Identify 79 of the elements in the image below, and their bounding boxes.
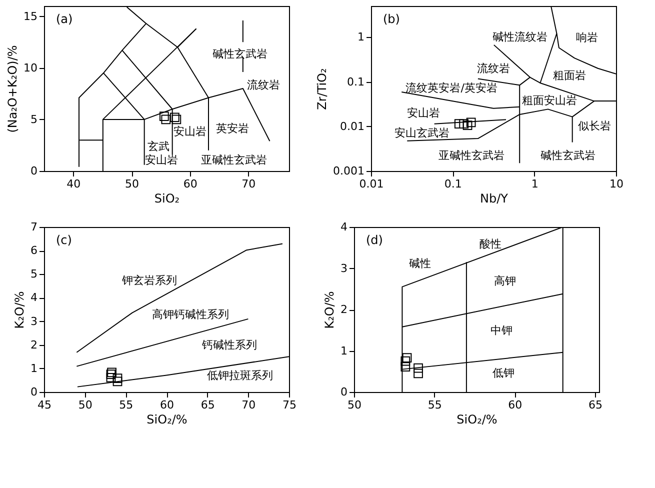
annotation: 钾玄岩系列 (120, 274, 177, 287)
y-tick-label: 15 (24, 10, 38, 23)
annotation: 安山岩 (406, 106, 440, 120)
y-tick-label: 2 (340, 303, 348, 316)
y-tick-label: 0.1 (347, 75, 364, 88)
x-tick-label: 50 (125, 178, 139, 190)
x-tick-label: 40 (66, 178, 81, 190)
text: (a) (56, 12, 73, 26)
x-tick-label: 0.01 (359, 178, 384, 190)
x-tick-label: 10 (610, 178, 624, 190)
x-tick-label: 60 (508, 398, 522, 412)
annotation: 流纹岩 (477, 62, 510, 75)
annotation: 低钾 (492, 366, 514, 380)
annotation: 亚碱性玄武岩 (201, 154, 268, 167)
text: (d) (366, 233, 383, 247)
y-tick-label: 10 (24, 61, 38, 74)
annotation: 碱性 (408, 257, 431, 270)
y-tick-label: 1 (340, 344, 348, 358)
annotation: 安山岩 (173, 124, 206, 138)
annotation: 碱性玄武岩 (212, 48, 268, 61)
y-axis-title: K₂O/% (322, 291, 336, 329)
annotation: 粗面岩 (552, 68, 586, 82)
annotation: 流纹英安岩/英安岩 (406, 82, 498, 95)
y-tick-label: 5 (30, 268, 38, 281)
y-tick-label: 1 (358, 30, 364, 44)
x-tick-label: 45 (38, 398, 52, 412)
annotation: 玄武 (147, 140, 170, 154)
annotation: 安山玄武岩 (394, 126, 450, 140)
x-tick-label: 50 (348, 398, 362, 412)
annotation: 酸性 (479, 237, 502, 250)
y-tick-label: 4 (30, 291, 38, 304)
x-tick-label: 65 (200, 398, 215, 412)
x-tick-label: 65 (588, 398, 602, 412)
x-tick-label: 60 (183, 178, 198, 190)
annotation: 碱性玄武岩 (540, 148, 596, 162)
x-axis-title: Nb/Y (480, 192, 509, 206)
annotation: 英安岩 (216, 122, 249, 135)
y-tick-label: 1 (30, 362, 38, 375)
y-tick-label: 0 (340, 386, 348, 398)
annotation: 高钾 (494, 274, 516, 288)
annotation: 安山岩 (144, 154, 178, 167)
x-tick-label: 1 (531, 178, 538, 190)
y-axis-title: (Na₂O+K₂O)/% (6, 45, 20, 133)
y-tick-label: 5 (30, 112, 38, 126)
annotation: 中钾 (490, 324, 513, 337)
y-tick-label: 0 (30, 164, 38, 178)
y-tick-label: 3 (30, 314, 38, 328)
x-axis-title: SiO₂ (154, 192, 180, 206)
annotation: 低钾拉斑系列 (207, 369, 273, 382)
y-tick-label: 7 (30, 220, 38, 234)
y-tick-label: 3 (340, 262, 348, 275)
x-tick-label: 55 (119, 398, 134, 412)
x-tick-label: 55 (428, 398, 442, 412)
annotation: 流纹岩 (246, 78, 280, 92)
x-axis-title: SiO₂/% (456, 412, 498, 426)
y-axis-title: K₂O/% (12, 291, 26, 329)
y-tick-label: 2 (30, 338, 38, 352)
y-axis-title: Zr/TiO₂ (315, 68, 330, 110)
x-tick-label: 60 (160, 398, 174, 412)
text: (b) (383, 12, 400, 26)
y-tick-label: 0.01 (340, 120, 364, 133)
text: (c) (56, 233, 72, 247)
annotation: 响岩 (576, 31, 598, 44)
x-tick-label: 70 (242, 178, 256, 190)
y-tick-label: 4 (340, 220, 348, 234)
x-tick-label: 0.1 (444, 178, 462, 190)
annotation: 亚碱性玄武岩 (438, 148, 505, 162)
annotation: 粗面安山岩 (522, 94, 578, 108)
x-axis-title: SiO₂/% (146, 412, 188, 426)
annotation: 钙碱性系列 (200, 338, 257, 352)
x-tick-label: 75 (282, 398, 296, 412)
y-tick-label: 6 (30, 244, 38, 258)
annotation: 高钾钙碱性系列 (152, 308, 229, 321)
x-tick-label: 50 (78, 398, 92, 412)
y-tick-label: 0.001 (333, 164, 364, 178)
x-tick-label: 70 (242, 398, 256, 412)
y-tick-label: 0 (30, 386, 38, 398)
annotation: 碱性流纹岩 (492, 30, 548, 44)
annotation: 似长岩 (578, 120, 612, 133)
